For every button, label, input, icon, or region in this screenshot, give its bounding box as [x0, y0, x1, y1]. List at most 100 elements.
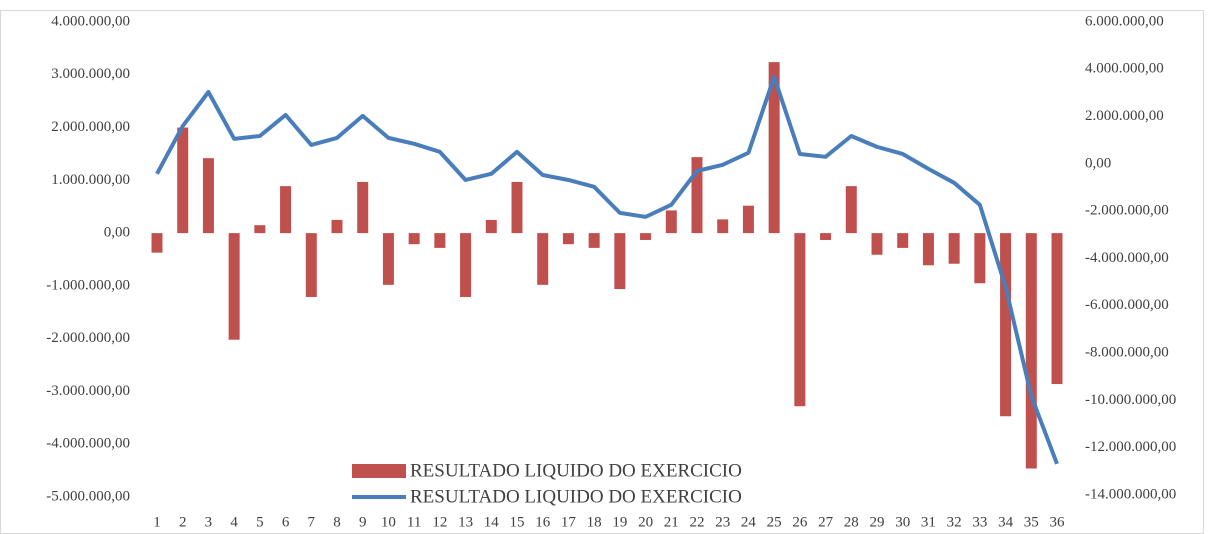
bar	[717, 219, 729, 234]
y2-tick-label: 0,00	[1085, 155, 1111, 171]
x-tick-label: 5	[256, 514, 264, 530]
bar	[434, 233, 446, 248]
x-tick-label: 34	[998, 514, 1014, 530]
bar	[537, 233, 549, 285]
legend-label: RESULTADO LIQUIDO DO EXERCICIO	[410, 460, 742, 481]
y-tick-label: -1.000.000,00	[46, 277, 130, 293]
x-tick-label: 10	[381, 514, 396, 530]
bar	[665, 210, 677, 234]
legend-swatch	[352, 464, 406, 478]
x-tick-label: 28	[844, 514, 859, 530]
bar	[871, 233, 883, 255]
x-tick-label: 14	[484, 514, 500, 530]
x-tick-label: 36	[1050, 514, 1066, 530]
bar	[228, 233, 240, 340]
y-tick-label: -4.000.000,00	[46, 436, 130, 452]
x-tick-label: 22	[690, 514, 705, 530]
x-tick-label: 31	[921, 514, 936, 530]
bar	[202, 158, 214, 234]
y2-tick-label: -4.000.000,00	[1085, 250, 1169, 266]
x-tick-label: 24	[741, 514, 757, 530]
bar	[331, 219, 343, 234]
x-tick-label: 9	[359, 514, 367, 530]
bar	[922, 233, 934, 266]
bar	[1051, 233, 1063, 385]
bar	[382, 233, 394, 285]
y2-tick-label: -14.000.000,00	[1085, 486, 1176, 502]
y-tick-label: 1.000.000,00	[51, 172, 130, 188]
legend-label: RESULTADO LIQUIDO DO EXERCICIO	[410, 486, 742, 507]
y-tick-label: -5.000.000,00	[46, 488, 130, 504]
x-tick-label: 18	[587, 514, 602, 530]
y-tick-label: -3.000.000,00	[46, 383, 130, 399]
x-tick-label: 4	[230, 514, 238, 530]
y2-tick-label: -6.000.000,00	[1085, 297, 1169, 313]
x-tick-label: 13	[458, 514, 473, 530]
bar	[511, 181, 523, 234]
x-tick-label: 1	[153, 514, 161, 530]
bar	[151, 233, 163, 253]
x-tick-label: 26	[792, 514, 808, 530]
x-tick-label: 12	[432, 514, 447, 530]
bar	[948, 233, 960, 264]
x-tick-label: 19	[612, 514, 627, 530]
x-tick-label: 7	[308, 514, 316, 530]
x-tick-label: 35	[1024, 514, 1039, 530]
y2-tick-label: 6.000.000,00	[1085, 13, 1164, 29]
bar	[742, 205, 754, 234]
x-tick-label: 11	[407, 514, 421, 530]
x-tick-label: 16	[535, 514, 551, 530]
bar	[897, 233, 909, 248]
y-tick-label: -2.000.000,00	[46, 330, 130, 346]
x-tick-label: 17	[561, 514, 577, 530]
x-tick-label: 25	[767, 514, 782, 530]
bar	[974, 233, 986, 284]
y-tick-label: 3.000.000,00	[51, 66, 130, 82]
bar	[485, 219, 497, 234]
bar	[460, 233, 472, 297]
x-tick-label: 30	[895, 514, 910, 530]
bar	[305, 233, 317, 297]
x-tick-label: 8	[333, 514, 341, 530]
x-tick-label: 33	[972, 514, 987, 530]
bar	[177, 127, 189, 234]
x-tick-label: 20	[638, 514, 653, 530]
x-tick-label: 32	[947, 514, 962, 530]
bar	[280, 186, 292, 234]
x-tick-label: 2	[179, 514, 187, 530]
bar	[614, 233, 626, 290]
bar	[408, 233, 420, 245]
bar	[562, 233, 574, 245]
y2-tick-label: -8.000.000,00	[1085, 345, 1169, 361]
x-tick-label: 3	[205, 514, 213, 530]
x-tick-label: 29	[870, 514, 885, 530]
bar	[1000, 233, 1012, 417]
bar	[768, 62, 780, 234]
bar	[640, 233, 652, 240]
x-tick-label: 23	[715, 514, 730, 530]
chart-border	[0, 10, 1204, 534]
x-tick-label: 27	[818, 514, 834, 530]
y-tick-label: 0,00	[104, 225, 130, 241]
y2-tick-label: -12.000.000,00	[1085, 439, 1176, 455]
y2-tick-label: -10.000.000,00	[1085, 392, 1176, 408]
bar	[254, 225, 266, 234]
y2-tick-label: -2.000.000,00	[1085, 203, 1169, 219]
line	[155, 74, 1059, 465]
x-tick-label: 21	[664, 514, 679, 530]
y2-tick-label: 4.000.000,00	[1085, 61, 1164, 77]
bar	[1025, 233, 1037, 469]
y-tick-label: 2.000.000,00	[51, 119, 130, 135]
bar	[588, 233, 600, 248]
y2-tick-label: 2.000.000,00	[1085, 108, 1164, 124]
bar	[357, 181, 369, 234]
bar	[794, 233, 806, 407]
x-tick-label: 15	[510, 514, 525, 530]
bar	[691, 157, 703, 234]
bar	[845, 186, 857, 234]
x-tick-label: 6	[282, 514, 290, 530]
bar	[820, 233, 832, 240]
y-tick-label: 4.000.000,00	[51, 13, 130, 29]
